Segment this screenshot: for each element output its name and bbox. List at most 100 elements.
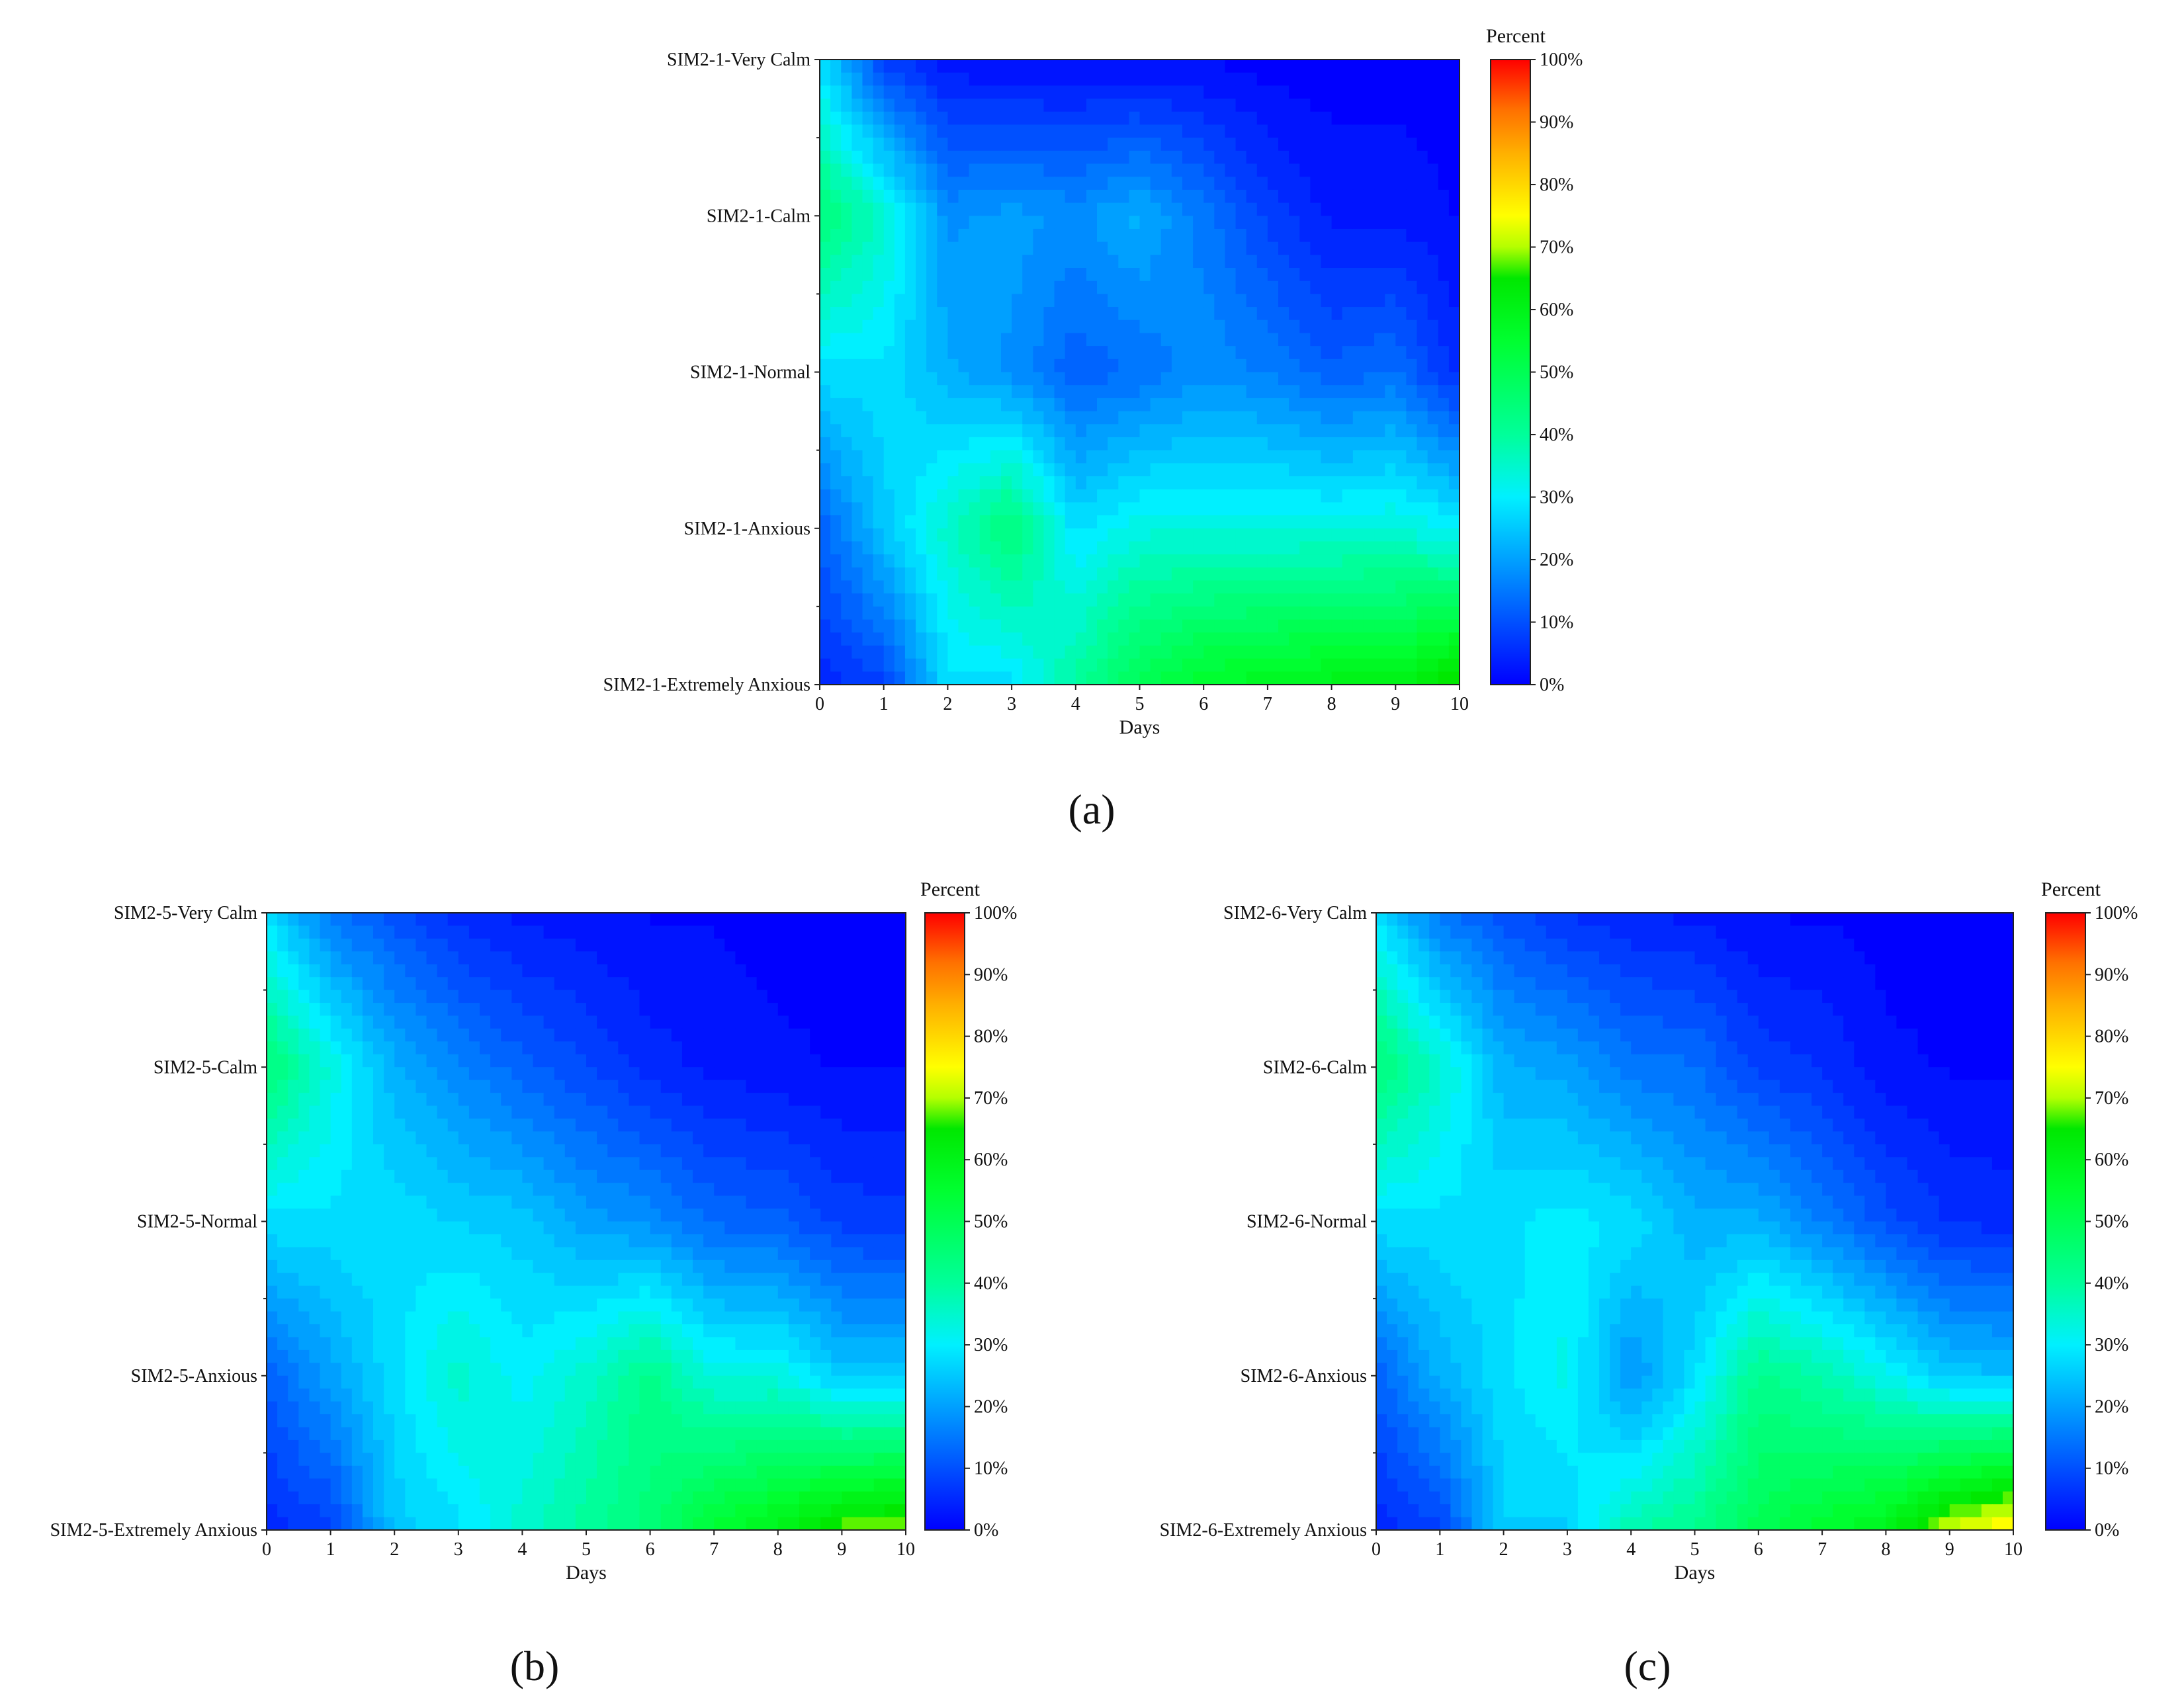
heatmap-cell (842, 977, 853, 991)
heatmap-cell (660, 1144, 672, 1158)
heatmap-cell (1289, 294, 1300, 308)
heatmap-cell (1246, 60, 1258, 73)
heatmap-cell (777, 1131, 789, 1145)
heatmap-cell (490, 1183, 502, 1197)
heatmap-cell (1043, 150, 1055, 165)
heatmap-cell (1097, 280, 1108, 294)
heatmap-cell (820, 359, 831, 373)
heatmap-cell (1097, 202, 1108, 216)
heatmap-cell (894, 346, 906, 360)
heatmap-cell (746, 977, 758, 991)
heatmap-cell (1246, 437, 1258, 451)
heatmap-cell (1363, 541, 1375, 555)
heatmap-cell (883, 268, 895, 282)
heatmap-cell (947, 216, 959, 230)
heatmap-cell (384, 1028, 395, 1042)
heatmap-cells (267, 913, 906, 1531)
heatmap-cell (511, 1105, 523, 1119)
heatmap-cell (511, 1209, 523, 1222)
heatmap-cell (714, 1247, 725, 1261)
heatmap-cell (969, 658, 981, 672)
heatmap-cell (543, 964, 555, 978)
heatmap-cell (852, 619, 863, 633)
heatmap-cell (1097, 307, 1108, 321)
heatmap-cell (1118, 228, 1129, 243)
heatmap-cell (1097, 124, 1108, 138)
heatmap-cell (447, 977, 459, 991)
heatmap-cell (1160, 333, 1172, 347)
heatmap-cell (883, 671, 895, 685)
heatmap-cell (1193, 150, 1204, 165)
heatmap-cell (1214, 177, 1226, 191)
heatmap-cell (916, 411, 927, 425)
heatmap-cell (564, 1028, 576, 1042)
heatmap-cell (1160, 580, 1172, 594)
heatmap-cell (490, 938, 502, 952)
heatmap-cell (820, 450, 831, 464)
heatmap-cell (873, 398, 885, 412)
heatmap-cell (405, 1041, 416, 1055)
heatmap-cell (756, 1144, 768, 1158)
heatmap-cell (426, 1105, 438, 1119)
heatmap-cell (820, 476, 831, 490)
heatmap-cell (958, 124, 970, 138)
heatmap-cell (1160, 567, 1172, 581)
heatmap-cell (894, 528, 906, 542)
heatmap-cell (926, 515, 938, 529)
heatmap-cell (564, 1259, 576, 1273)
heatmap-cell (554, 1054, 566, 1068)
heatmap-cell (820, 1209, 832, 1222)
heatmap-cell (1075, 502, 1087, 516)
heatmap-cell (830, 99, 842, 112)
heatmap-cell (1267, 528, 1279, 542)
heatmap-cell (756, 1324, 768, 1338)
heatmap-cell (873, 359, 885, 373)
heatmap-cell (1182, 619, 1194, 633)
heatmap-cell (873, 1298, 885, 1312)
heatmap-cell (947, 346, 959, 360)
heatmap-cell (288, 1119, 299, 1132)
heatmap-cell (894, 580, 906, 594)
heatmap-cell (405, 1157, 416, 1171)
heatmap-cell (895, 1003, 906, 1017)
heatmap-cell (447, 1028, 459, 1042)
heatmap-cell (979, 163, 991, 177)
heatmap-cell (979, 85, 991, 99)
heatmap-cell (1065, 476, 1076, 490)
heatmap-cell (883, 359, 895, 373)
heatmap-cell (394, 1119, 406, 1132)
heatmap-cell (830, 515, 842, 529)
heatmap-cell (947, 163, 959, 177)
heatmap-cell (639, 1324, 651, 1338)
heatmap-cell (650, 1221, 662, 1235)
heatmap-cell (618, 1015, 629, 1029)
heatmap-cell (1012, 398, 1023, 412)
heatmap-cell (1256, 294, 1268, 308)
heatmap-cell (894, 202, 906, 216)
heatmap-cell (1022, 150, 1033, 165)
heatmap-cell (288, 964, 299, 978)
heatmap-cell (1171, 385, 1183, 399)
heatmap-cell (958, 280, 970, 294)
heatmap-cell (862, 163, 874, 177)
heatmap-cell (990, 294, 1002, 308)
heatmap-cell (341, 990, 353, 1003)
heatmap-cell (884, 1324, 896, 1338)
heatmap-cell (277, 1298, 288, 1312)
heatmap-cell (842, 925, 853, 939)
heatmap-cell (1225, 319, 1237, 334)
heatmap-cell (671, 1144, 683, 1158)
heatmap-cell (564, 1144, 576, 1158)
heatmap-cell (405, 951, 416, 965)
heatmap-cell (810, 1234, 821, 1248)
heatmap-cell (873, 645, 885, 659)
heatmap-cell (1033, 60, 1045, 73)
heatmap-cell (958, 463, 970, 477)
heatmap-cell (351, 1247, 363, 1261)
heatmap-cell (1160, 372, 1172, 386)
heatmap-cell (1406, 424, 1418, 438)
heatmap-cell (1225, 632, 1237, 646)
heatmap-cell (979, 645, 991, 659)
heatmap-cell (618, 1054, 629, 1068)
heatmap-cell (863, 1273, 875, 1287)
